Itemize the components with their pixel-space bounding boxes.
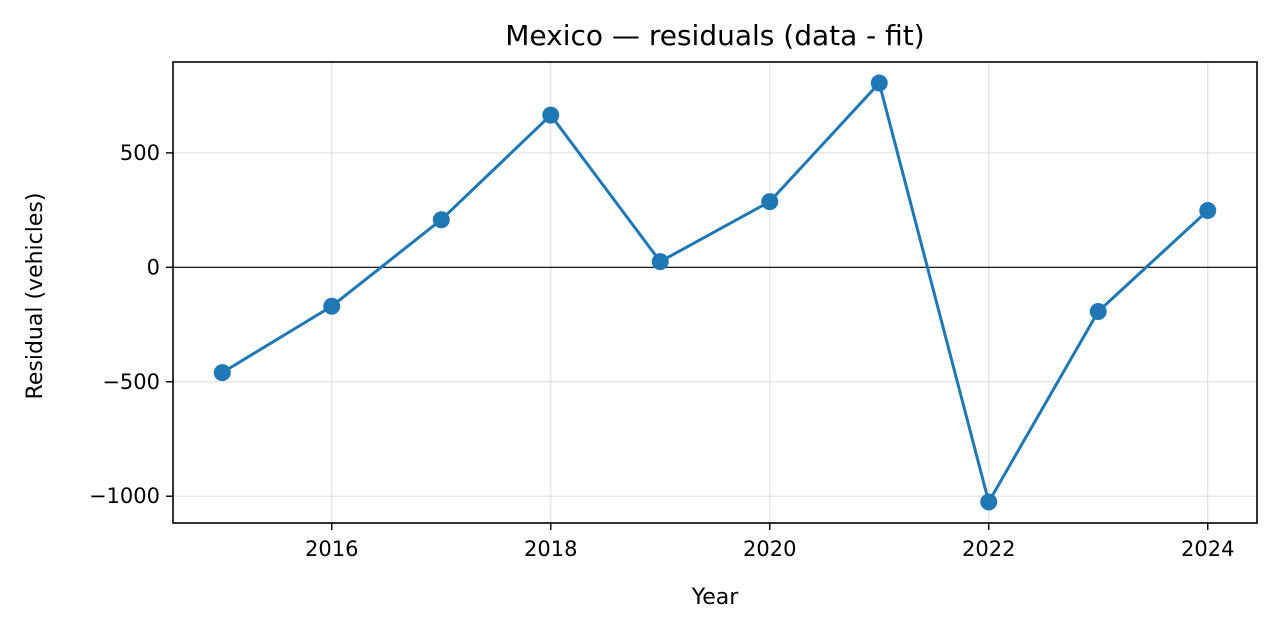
data-point [980, 493, 998, 511]
x-tick-label: 2018 [524, 537, 577, 561]
series-layer [213, 74, 1217, 511]
data-point [323, 297, 341, 315]
y-tick-label: −1000 [89, 484, 160, 508]
data-point [432, 211, 450, 229]
y-tick-label: 0 [147, 255, 160, 279]
y-axis-label: Residual (vehicles) [23, 193, 48, 400]
x-tick-label: 2022 [962, 537, 1015, 561]
data-point [1089, 302, 1107, 320]
data-point [1199, 202, 1217, 220]
plot-frame [172, 61, 1258, 524]
data-point [651, 253, 669, 271]
data-point [213, 364, 231, 382]
y-tick-label: 500 [120, 141, 160, 165]
data-point [870, 74, 888, 92]
data-point [542, 106, 560, 124]
x-tick-label: 2024 [1181, 537, 1234, 561]
y-tick-label: −500 [102, 370, 160, 394]
x-tick-label: 2020 [743, 537, 796, 561]
x-axis-label: Year [691, 585, 740, 610]
residual-series-line [221, 81, 1209, 504]
chart-title: Mexico — residuals (data - fit) [505, 19, 924, 52]
x-tick-label: 2016 [305, 537, 358, 561]
data-point [761, 193, 779, 211]
tick-layer: 2016 2018 2020 2022 2024 500 0 −500 −1000 [89, 141, 1235, 561]
